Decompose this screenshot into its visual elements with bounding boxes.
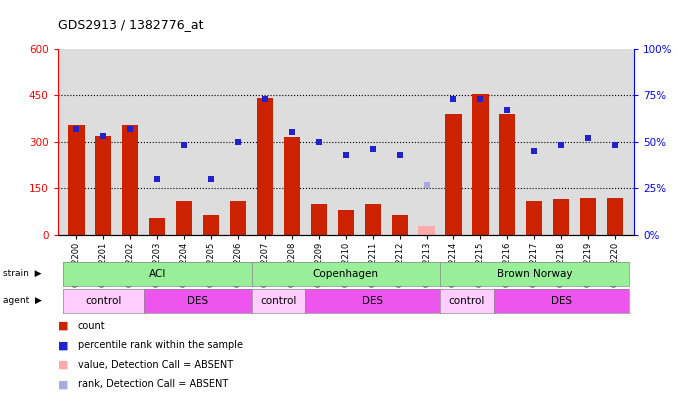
Text: percentile rank within the sample: percentile rank within the sample <box>78 341 243 350</box>
Text: ■: ■ <box>58 360 68 370</box>
Text: agent  ▶: agent ▶ <box>3 296 42 305</box>
Bar <box>553 199 570 235</box>
Bar <box>149 218 165 235</box>
Text: GDS2913 / 1382776_at: GDS2913 / 1382776_at <box>58 18 203 31</box>
Bar <box>526 201 542 235</box>
Bar <box>392 215 407 235</box>
Text: DES: DES <box>362 296 383 306</box>
Text: control: control <box>85 296 121 306</box>
Text: DES: DES <box>551 296 572 306</box>
Bar <box>96 136 111 235</box>
Text: Brown Norway: Brown Norway <box>496 269 572 279</box>
Bar <box>311 204 327 235</box>
Text: control: control <box>260 296 297 306</box>
Bar <box>499 114 515 235</box>
Text: strain  ▶: strain ▶ <box>3 269 42 278</box>
Bar <box>284 137 300 235</box>
Bar <box>607 198 623 235</box>
Bar <box>580 198 596 235</box>
Bar <box>257 98 273 235</box>
Text: ■: ■ <box>58 379 68 389</box>
Text: Copenhagen: Copenhagen <box>313 269 379 279</box>
Text: ■: ■ <box>58 341 68 350</box>
Text: ■: ■ <box>58 321 68 331</box>
Bar <box>445 114 462 235</box>
Text: DES: DES <box>187 296 208 306</box>
Text: value, Detection Call = ABSENT: value, Detection Call = ABSENT <box>78 360 233 370</box>
Text: count: count <box>78 321 106 331</box>
Bar <box>365 204 381 235</box>
Bar <box>68 125 85 235</box>
Bar <box>473 94 489 235</box>
Text: ACI: ACI <box>148 269 166 279</box>
Bar <box>230 201 246 235</box>
Bar <box>176 201 193 235</box>
Bar <box>122 125 138 235</box>
Text: control: control <box>449 296 485 306</box>
Bar <box>338 210 354 235</box>
Bar <box>203 215 219 235</box>
Text: rank, Detection Call = ABSENT: rank, Detection Call = ABSENT <box>78 379 228 389</box>
Bar <box>418 226 435 235</box>
